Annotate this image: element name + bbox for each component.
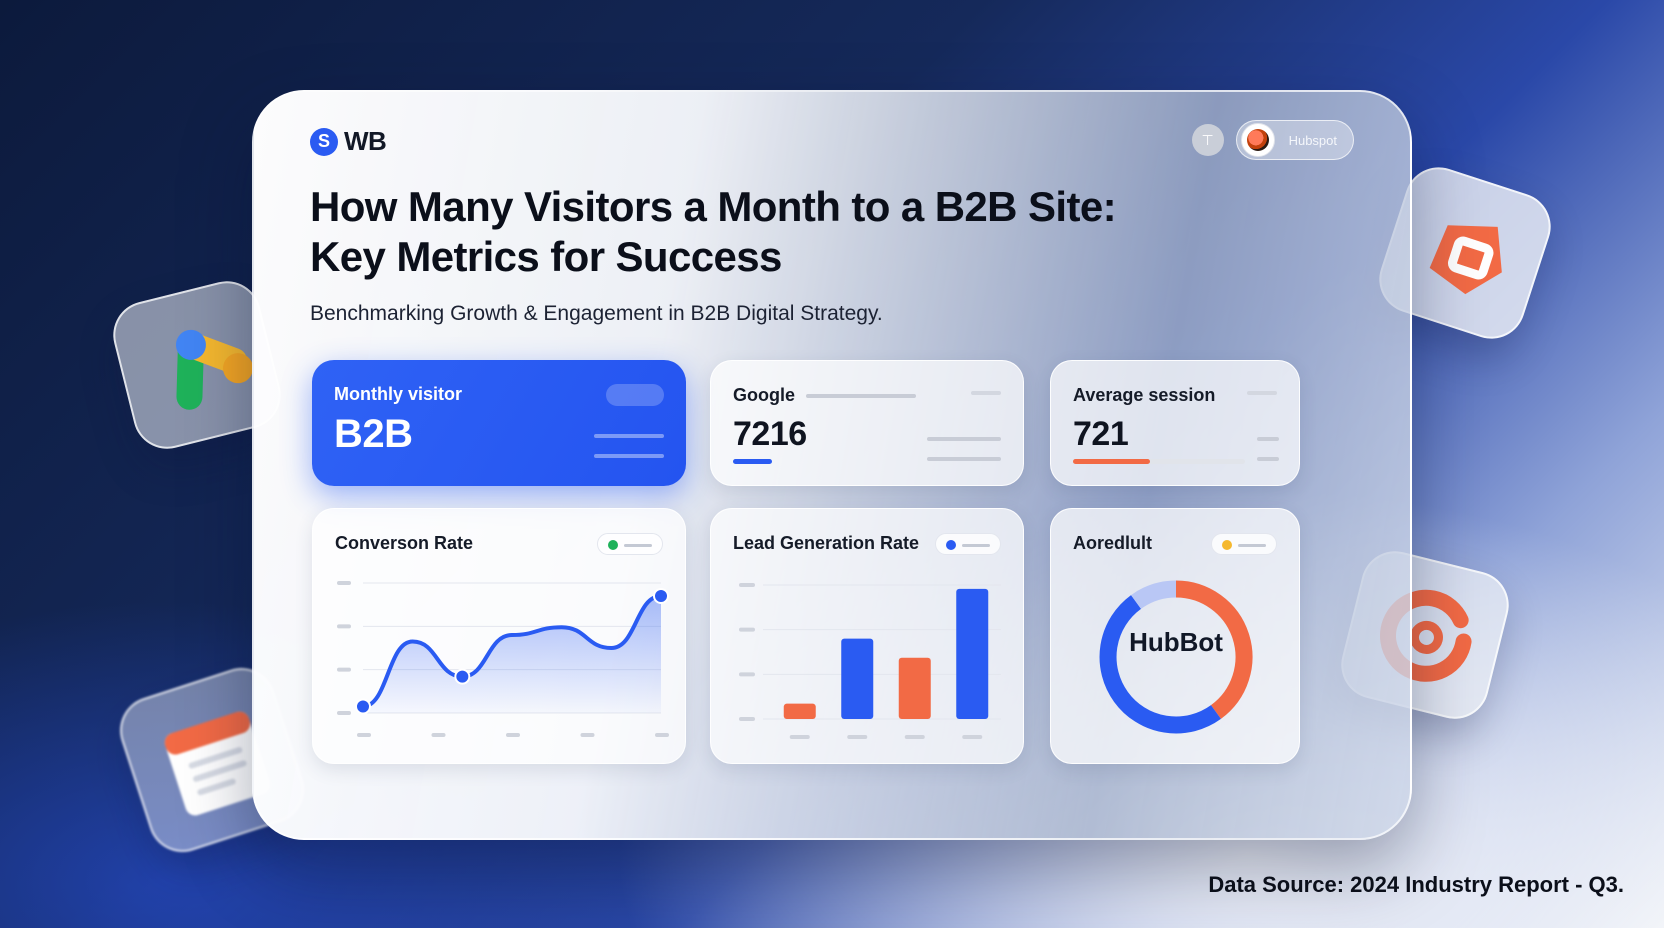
y-tick-placeholder [337,581,351,585]
document-icon [164,711,270,816]
x-tick-placeholder [904,735,925,739]
header-actions: ⊤ Hubspot [1191,120,1354,160]
page-title-line-1: How Many Visitors a Month to a B2B Site: [310,183,1117,230]
average-session-tag [1247,391,1277,395]
settings-button[interactable]: ⊤ [1191,124,1224,156]
data-source-note: Data Source: 2024 Industry Report - Q3. [1208,872,1624,897]
y-tick-placeholder [739,583,755,587]
page-title-line-2: Key Metrics for Success [310,233,782,280]
placeholder-line [962,544,990,547]
x-tick-placeholder [506,733,520,737]
placeholder-line [1238,544,1266,547]
lead-legend-chip[interactable] [935,533,1001,555]
placeholder-line [1257,437,1279,441]
google-card-value: 7216 [733,415,807,453]
green-dot-icon [608,540,618,550]
lead-generation-title: Lead Generation Rate [733,533,920,553]
donut-legend-chip[interactable] [1211,533,1277,555]
conversion-area [363,596,661,713]
hubspot-avatar-icon [1246,129,1269,151]
page-subtitle: Benchmarking Growth & Engagement in B2B … [310,302,883,325]
y-tick-placeholder [337,667,351,672]
x-tick-placeholder [357,733,371,737]
monthly-visitor-card[interactable]: Monthly visitor B2B [312,360,686,486]
x-tick-placeholder [847,735,868,739]
yellow-dot-icon [1222,540,1232,550]
y-tick-placeholder [739,627,755,632]
x-tick-placeholder [431,733,446,737]
conversion-point [454,668,471,685]
hubspot-tile [1370,158,1560,348]
donut-card-title: Aoredlult [1073,533,1152,553]
conversion-legend-chip[interactable] [597,533,663,555]
google-card[interactable]: Google 7216 [710,360,1024,486]
y-tick-placeholder [337,711,351,715]
google-card-title: Google [733,385,917,406]
conversion-line [361,594,663,709]
average-session-card[interactable]: Average session 721 [1050,360,1300,486]
y-tick-placeholder [337,624,351,629]
donut-slice [1175,580,1253,719]
conversion-point [355,698,371,715]
page-title: How Many Visitors a Month to a B2B Site:… [310,182,1130,282]
avatar [1240,123,1275,157]
monthly-visitor-value: B2B [334,412,413,456]
lead-bar [841,638,874,719]
monthly-visitor-chip[interactable] [606,384,664,406]
google-ads-icon [175,329,253,410]
monthly-visitor-title: Monthly visitor [334,384,463,404]
x-tick-placeholder [655,733,669,737]
donut-slice [1131,580,1177,610]
lead-bar-chart [739,583,1001,739]
placeholder-line [806,394,917,399]
average-session-value: 721 [1073,415,1129,453]
conversion-line-chart [337,581,669,737]
profile-name: Hubspot [1288,132,1337,148]
dashboard-panel: S WB ⊤ Hubspot How Many Visitors a Month… [252,90,1412,840]
session-progress-fill [1073,459,1151,464]
lead-bar [898,657,931,719]
profile-menu[interactable]: Hubspot [1235,120,1354,160]
placeholder-line [927,457,1001,461]
x-tick-placeholder [962,735,983,739]
session-progress-track [1073,459,1245,464]
conversion-rate-title: Converson Rate [335,533,474,553]
conversion-point [653,588,669,604]
lead-generation-card[interactable]: Lead Generation Rate [710,508,1024,764]
conversion-rate-card[interactable]: Converson Rate [312,508,686,764]
y-tick-placeholder [739,672,755,677]
placeholder-line [1257,457,1279,461]
google-card-tag [971,391,1001,395]
logo-text: WB [344,126,387,156]
donut-center-label: HubBot [1129,627,1223,657]
settings-icon: ⊤ [1201,131,1214,148]
blue-dot-icon [946,540,956,550]
google-progress-track [733,459,1013,464]
x-tick-placeholder [789,735,810,739]
donut-chart [1099,580,1253,734]
placeholder-line [624,544,652,547]
google-ads-tile [106,274,288,456]
y-tick-placeholder [739,717,755,721]
donut-slice [1099,595,1221,734]
google-card-title-text: Google [733,385,795,405]
average-session-title: Average session [1073,385,1216,405]
logo-mark-icon: S [310,127,338,156]
lead-bar [783,703,816,719]
placeholder-line [594,454,664,458]
document-tile [111,659,313,861]
hubspot-icon [1429,225,1502,295]
donut-card[interactable]: Aoredlult HubBot [1050,508,1300,764]
x-tick-placeholder [580,733,595,737]
placeholder-line [927,437,1001,441]
brand-logo[interactable]: S WB [310,126,387,157]
google-progress-fill [733,459,773,464]
placeholder-line [594,434,664,438]
lead-bar [956,588,989,719]
